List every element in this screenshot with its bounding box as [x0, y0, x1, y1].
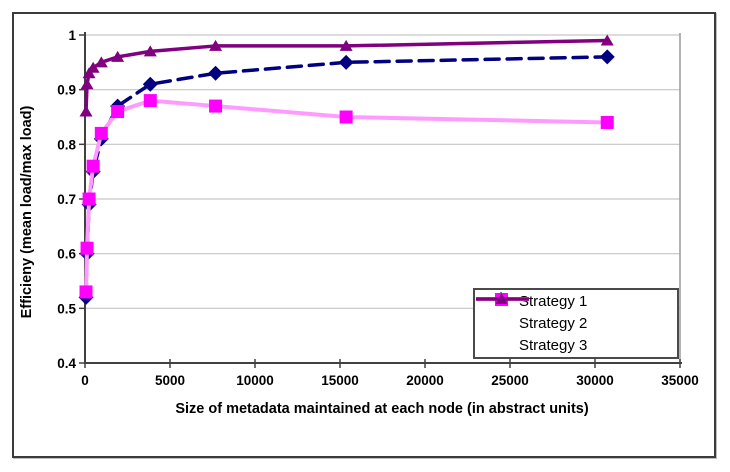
- x-tick-label: 30000: [576, 373, 614, 388]
- x-axis-title: Size of metadata maintained at each node…: [175, 401, 589, 417]
- legend-item-strategy-3: Strategy 3: [475, 293, 677, 355]
- marker-square: [143, 94, 157, 108]
- marker-triangle: [80, 78, 94, 90]
- marker-square: [86, 159, 100, 173]
- x-tick-label: 5000: [155, 373, 185, 388]
- marker-square: [600, 115, 614, 129]
- chart-frame: [12, 12, 716, 458]
- marker-square: [79, 285, 93, 299]
- series-line: [84, 55, 609, 300]
- marker-triangle: [111, 50, 125, 62]
- y-tick-label: 0.4: [57, 356, 76, 371]
- legend-label-strategy-2: Strategy 2: [519, 314, 588, 332]
- marker-triangle: [209, 39, 223, 51]
- marker-diamond: [142, 76, 158, 92]
- y-tick-label: 0.8: [57, 137, 76, 152]
- legend-sample-strategy-3-triangle: [476, 293, 529, 304]
- y-tick-label: 0.9: [57, 83, 76, 98]
- y-tick-label: 1: [68, 28, 76, 43]
- marker-triangle: [600, 34, 614, 46]
- x-tick-label: 15000: [321, 373, 359, 388]
- x-tick-label: 25000: [491, 373, 529, 388]
- marker-square: [111, 105, 125, 119]
- marker-square: [339, 110, 353, 124]
- chart-legend: Strategy 1 Strategy 2 Strategy 3: [473, 288, 679, 359]
- series-line: [84, 98, 610, 294]
- y-tick-label: 0.6: [57, 247, 76, 262]
- legend-item-strategy-2: Strategy 2: [475, 293, 677, 332]
- marker-square: [94, 126, 108, 140]
- legend-label-strategy-1: Strategy 1: [519, 292, 588, 310]
- y-axis-title: Efficieny (mean load/max load): [19, 105, 35, 318]
- y-tick-label: 0.5: [57, 301, 76, 316]
- marker-triangle: [143, 45, 157, 57]
- marker-diamond: [338, 54, 354, 70]
- x-tick-label: 20000: [406, 373, 444, 388]
- y-tick-label: 0.7: [57, 192, 76, 207]
- series-strategy-3: [79, 34, 614, 117]
- legend-label-strategy-3: Strategy 3: [519, 337, 588, 355]
- marker-square: [80, 241, 94, 255]
- marker-triangle: [94, 56, 108, 68]
- marker-diamond: [599, 49, 615, 65]
- series-line: [84, 38, 609, 114]
- x-tick-label: 10000: [236, 373, 274, 388]
- series-strategy-1: [78, 49, 615, 305]
- marker-square: [82, 192, 96, 206]
- marker-triangle: [339, 39, 353, 51]
- marker-triangle: [79, 105, 93, 117]
- x-tick-label: 35000: [661, 373, 699, 388]
- x-tick-label: 0: [81, 373, 89, 388]
- series-strategy-2: [79, 94, 614, 299]
- marker-triangle: [86, 61, 100, 73]
- marker-square: [209, 99, 223, 113]
- marker-diamond: [208, 65, 224, 81]
- gridlines: [85, 34, 680, 309]
